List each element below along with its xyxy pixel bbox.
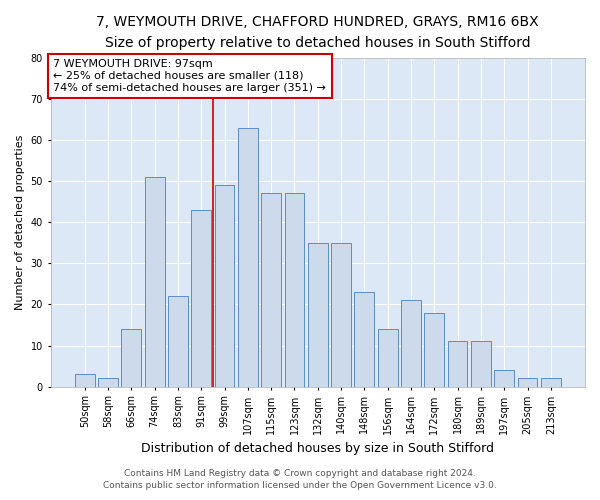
Text: 7 WEYMOUTH DRIVE: 97sqm
← 25% of detached houses are smaller (118)
74% of semi-d: 7 WEYMOUTH DRIVE: 97sqm ← 25% of detache… xyxy=(53,60,326,92)
Bar xyxy=(98,378,118,386)
Bar xyxy=(168,296,188,386)
Bar xyxy=(331,242,351,386)
X-axis label: Distribution of detached houses by size in South Stifford: Distribution of detached houses by size … xyxy=(141,442,494,455)
Y-axis label: Number of detached properties: Number of detached properties xyxy=(15,134,25,310)
Bar xyxy=(448,342,467,386)
Bar xyxy=(401,300,421,386)
Bar xyxy=(75,374,95,386)
Bar xyxy=(355,292,374,386)
Bar xyxy=(284,194,304,386)
Bar xyxy=(238,128,258,386)
Bar xyxy=(145,177,164,386)
Bar xyxy=(494,370,514,386)
Bar xyxy=(471,342,491,386)
Text: Contains HM Land Registry data © Crown copyright and database right 2024.
Contai: Contains HM Land Registry data © Crown c… xyxy=(103,468,497,490)
Bar xyxy=(541,378,561,386)
Bar xyxy=(308,242,328,386)
Bar xyxy=(191,210,211,386)
Bar xyxy=(215,185,235,386)
Bar xyxy=(121,329,141,386)
Bar xyxy=(378,329,398,386)
Bar xyxy=(518,378,538,386)
Title: 7, WEYMOUTH DRIVE, CHAFFORD HUNDRED, GRAYS, RM16 6BX
Size of property relative t: 7, WEYMOUTH DRIVE, CHAFFORD HUNDRED, GRA… xyxy=(97,15,539,50)
Bar xyxy=(424,312,444,386)
Bar xyxy=(261,194,281,386)
